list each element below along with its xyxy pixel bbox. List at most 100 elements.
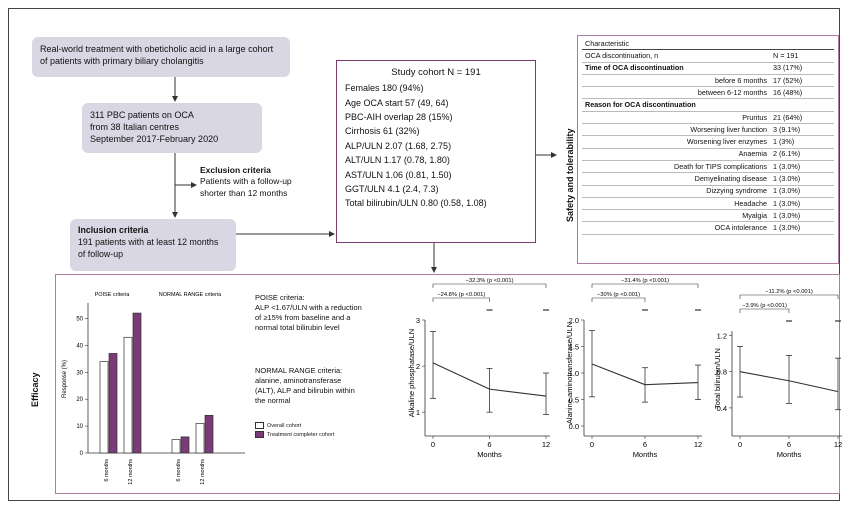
line-x-axis-label: Months <box>777 450 802 459</box>
bar-x-tick-label: 12 months <box>128 459 134 485</box>
bar <box>171 439 181 454</box>
safety-row-label: Headache <box>582 197 770 211</box>
legend-swatch-overall <box>255 422 264 429</box>
safety-row-value: 16 (48%) <box>770 86 834 100</box>
bar-x-tick-label: 12 months <box>200 459 206 485</box>
figure-frame <box>8 8 840 501</box>
cohort-row: Total bilirubin/ULN 0.80 (0.58, 1.08) <box>345 198 487 209</box>
safety-row: Anaemia 2 (6.1%) <box>582 148 834 161</box>
cohort-row: Females 180 (94%) <box>345 83 424 94</box>
safety-row-label: between 6-12 months <box>582 86 770 100</box>
cohort-row: Age OCA start 57 (49, 64) <box>345 97 449 108</box>
line-x-tick-label: 12 <box>694 440 702 449</box>
annotation-label: −30% (p <0.001) <box>597 292 640 298</box>
line-y-tick-label: 2.0 <box>569 316 579 325</box>
cohort-row: GGT/ULN 4.1 (2.4, 7.3) <box>345 183 439 194</box>
line-y-tick-label: 1.0 <box>569 369 579 378</box>
bar <box>132 312 142 454</box>
line-y-tick-label: 3 <box>416 316 420 325</box>
safety-row: between 6-12 months 16 (48%) <box>582 86 834 100</box>
line-x-tick-label: 12 <box>834 440 842 449</box>
safety-row-value: 3 (9.1%) <box>770 123 834 137</box>
bar-panel-title: NORMAL RANGE criteria <box>159 292 222 298</box>
line-y-axis-label: Alkaline phosphatase/ULN <box>407 329 416 417</box>
bar <box>123 336 133 454</box>
safety-row-label: Death for TIPS complications <box>582 160 770 174</box>
efficacy-box <box>55 274 840 494</box>
safety-row-value: 1 (3.0%) <box>770 197 834 211</box>
poise-title: POISE criteria: <box>255 293 305 302</box>
line-y-tick-label: 0.8 <box>717 368 727 377</box>
cohort-title: Study cohort N = 191 <box>391 67 481 78</box>
line-y-tick-label: 1.5 <box>569 343 579 352</box>
safety-row: Time of OCA discontinuation 33 (17%) <box>582 62 834 75</box>
patients-line-3: September 2017-February 2020 <box>90 134 219 145</box>
patients-line-2: from 38 Italian centres <box>90 122 180 133</box>
safety-row: Headache 1 (3.0%) <box>582 197 834 211</box>
bar-x-tick-label: 6 months <box>104 459 110 482</box>
line-x-axis-label: Months <box>477 450 502 459</box>
cohort-row: ALT/ULN 1.17 (0.78, 1.80) <box>345 155 450 166</box>
normal-range-criteria: NORMAL RANGE criteria: alanine, aminotra… <box>255 366 363 407</box>
safety-row-value: 1 (3.0%) <box>770 172 834 186</box>
line-y-axis-label: Alanine aminotransferase/ULN <box>565 322 574 424</box>
line-x-tick-label: 6 <box>787 440 791 449</box>
safety-header: Characteristic <box>582 38 834 51</box>
safety-row-label: before 6 months <box>582 74 770 88</box>
bar-y-tick-label: 0 <box>80 451 84 457</box>
safety-row-value: 1 (3%) <box>770 135 834 149</box>
safety-row: OCA intolerance 1 (3.0%) <box>582 221 834 235</box>
bar <box>180 436 190 454</box>
annotation-bracket <box>591 297 646 302</box>
legend-item-completer: Treatment completer cohort <box>255 430 335 440</box>
poise-text: ALP <1.67/ULN with a reduction of ≥15% f… <box>255 303 362 333</box>
line-y-tick-label: 1.2 <box>717 332 727 341</box>
safety-row-label: OCA intolerance <box>582 221 770 235</box>
flow-box-title: Real-world treatment with obeticholic ac… <box>40 44 274 67</box>
safety-row-label: Dizzying syndrome <box>582 185 770 198</box>
safety-row-label: OCA discontinuation, n <box>582 49 770 63</box>
exclusion-title: Exclusion criteria <box>200 165 271 175</box>
safety-row: Reason for OCA discontinuation <box>582 98 834 112</box>
safety-row: Pruritus 21 (64%) <box>582 111 834 125</box>
safety-row: Death for TIPS complications 1 (3.0%) <box>582 160 834 174</box>
legend-swatch-completer <box>255 430 264 438</box>
safety-row-value: 1 (3.0%) <box>770 160 834 174</box>
bar-legend: Overall cohort Treatment completer cohor… <box>255 422 334 439</box>
safety-row-label: Anaemia <box>582 148 770 161</box>
line-x-tick-label: 0 <box>431 440 435 449</box>
safety-row-label: Worsening liver function <box>582 123 770 137</box>
exclusion-criteria: Exclusion criteria Patients with a follo… <box>200 165 320 209</box>
inclusion-text: 191 patients with at least 12 months of … <box>78 236 219 259</box>
line-y-tick-label: 1 <box>416 408 420 417</box>
annotation-bracket <box>739 294 839 299</box>
safety-row-value: 1 (3.0%) <box>770 209 834 223</box>
poise-criteria: POISE criteria: ALP <1.67/ULN with a red… <box>255 293 365 334</box>
cohort-row: Cirrhosis 61 (32%) <box>345 126 420 137</box>
bar <box>195 423 205 454</box>
safety-row: Demyelinating disease 1 (3.0%) <box>582 172 834 186</box>
bar-y-tick-label: 30 <box>76 370 83 376</box>
annotation-bracket <box>432 297 490 302</box>
safety-row-label: Worsening liver enzymes <box>582 135 770 149</box>
bar-y-axis-label: Response (%) <box>62 360 68 398</box>
safety-row-value: 33 (17%) <box>770 62 834 75</box>
line-x-tick-label: 0 <box>738 440 742 449</box>
safety-row-label: Time of OCA discontinuation <box>582 62 770 75</box>
bar-y-tick-label: 40 <box>76 343 83 349</box>
safety-row-value: 1 (3.0%) <box>770 185 834 198</box>
legend-label-completer: Treatment completer cohort <box>267 431 335 438</box>
line-y-tick-label: 2 <box>416 362 420 371</box>
annotation-bracket <box>739 308 790 313</box>
safety-row-label: Reason for OCA discontinuation <box>582 98 770 112</box>
annotation-label: −24.8% (p <0.001) <box>437 292 485 298</box>
bar <box>99 361 109 454</box>
line-y-tick-label: 0.4 <box>717 404 727 413</box>
patients-line-1: 311 PBC patients on OCA <box>90 110 194 120</box>
line-y-axis-label: Total bilirubin/ULN <box>713 348 722 409</box>
study-cohort-box: Study cohort N = 191 Females 180 (94%) A… <box>336 60 536 243</box>
